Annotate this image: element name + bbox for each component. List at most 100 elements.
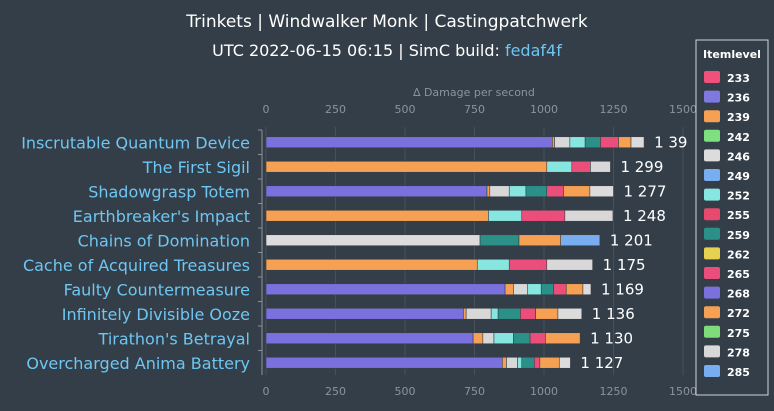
bar-segment-ilvl-246[interactable]	[558, 356, 571, 369]
bar-segment-ilvl-246[interactable]	[582, 283, 592, 296]
bar-segment-ilvl-278[interactable]	[554, 136, 571, 149]
bar-segment-ilvl-259[interactable]	[540, 283, 555, 296]
bar-segment-ilvl-252[interactable]	[493, 332, 514, 345]
legend-swatch-268[interactable]	[704, 286, 720, 299]
bar-segment-ilvl-259[interactable]	[521, 356, 535, 369]
legend-label-246[interactable]: 246	[727, 150, 750, 163]
legend-label-268[interactable]: 268	[727, 288, 750, 301]
bar-segment-ilvl-265[interactable]	[529, 332, 546, 345]
bar-segment-ilvl-272[interactable]	[552, 136, 555, 149]
bar-segment-ilvl-272[interactable]	[463, 307, 467, 320]
legend-label-255[interactable]: 255	[727, 209, 750, 222]
legend-swatch-278[interactable]	[704, 345, 720, 358]
legend-label-285[interactable]: 285	[727, 366, 750, 379]
bar-segment-ilvl-259[interactable]	[525, 185, 548, 198]
bar-segment-ilvl-239[interactable]	[565, 283, 584, 296]
bar-segment-ilvl-268[interactable]	[265, 136, 553, 149]
category-label[interactable]: Earthbreaker's Impact	[73, 207, 250, 226]
category-label[interactable]: Tirathon's Betrayal	[98, 329, 250, 348]
bar-segment-ilvl-252[interactable]	[476, 258, 510, 271]
legend-label-278[interactable]: 278	[727, 346, 750, 359]
legend-label-249[interactable]: 249	[727, 170, 750, 183]
legend-label-262[interactable]: 262	[727, 248, 750, 261]
bar-segment-ilvl-252[interactable]	[488, 209, 523, 222]
bar-segment-ilvl-272[interactable]	[486, 185, 491, 198]
bar-segment-ilvl-252[interactable]	[527, 283, 542, 296]
bar-segment-ilvl-252[interactable]	[569, 136, 586, 149]
bar-segment-ilvl-265[interactable]	[546, 185, 564, 198]
legend-swatch-272[interactable]	[704, 306, 720, 319]
bar-segment-ilvl-239[interactable]	[539, 356, 560, 369]
legend-swatch-275[interactable]	[704, 325, 720, 338]
bar-segment-ilvl-278[interactable]	[506, 356, 518, 369]
bar-segment-ilvl-259[interactable]	[584, 136, 601, 149]
category-label[interactable]: Infinitely Divisible Ooze	[62, 305, 250, 324]
legend-label-265[interactable]: 265	[727, 268, 750, 281]
bar-segment-ilvl-272[interactable]	[265, 160, 548, 173]
bar-segment-ilvl-265[interactable]	[508, 258, 548, 271]
category-label[interactable]: Chains of Domination	[78, 231, 250, 250]
bar-segment-ilvl-272[interactable]	[504, 283, 514, 296]
bar-segment-ilvl-249[interactable]	[560, 234, 601, 247]
legend-label-272[interactable]: 272	[727, 307, 750, 320]
bar-segment-ilvl-246[interactable]	[557, 307, 583, 320]
build-link[interactable]: fedaf4f	[505, 41, 562, 60]
legend-label-239[interactable]: 239	[727, 111, 750, 124]
bar-segment-ilvl-239[interactable]	[535, 307, 559, 320]
bar-segment-ilvl-265[interactable]	[571, 160, 591, 173]
bar-segment-ilvl-239[interactable]	[545, 332, 581, 345]
bar-segment-ilvl-259[interactable]	[479, 234, 520, 247]
bar-segment-ilvl-272[interactable]	[472, 332, 484, 345]
bar-segment-ilvl-259[interactable]	[513, 332, 531, 345]
bar-segment-ilvl-252[interactable]	[546, 160, 573, 173]
bar-segment-ilvl-278[interactable]	[482, 332, 495, 345]
legend-label-252[interactable]: 252	[727, 190, 750, 203]
legend-swatch-262[interactable]	[704, 247, 720, 260]
category-label[interactable]: Inscrutable Quantum Device	[21, 133, 250, 152]
bar-segment-ilvl-268[interactable]	[265, 185, 488, 198]
legend-swatch-233[interactable]	[704, 71, 720, 83]
category-label[interactable]: The First Sigil	[142, 158, 250, 177]
bar-segment-ilvl-239[interactable]	[518, 234, 561, 247]
bar-segment-ilvl-246[interactable]	[265, 234, 481, 247]
legend-swatch-259[interactable]	[704, 227, 720, 240]
bar-segment-ilvl-278[interactable]	[564, 209, 614, 222]
bar-segment-ilvl-239[interactable]	[618, 136, 632, 149]
category-label[interactable]: Cache of Acquired Treasures	[23, 256, 250, 275]
bar-segment-ilvl-278[interactable]	[513, 283, 528, 296]
legend-swatch-246[interactable]	[704, 149, 720, 162]
bar-segment-ilvl-272[interactable]	[265, 258, 478, 271]
bar-segment-ilvl-278[interactable]	[489, 185, 510, 198]
bar-segment-ilvl-265[interactable]	[533, 356, 541, 369]
legend-swatch-265[interactable]	[704, 267, 720, 279]
legend-label-242[interactable]: 242	[727, 131, 750, 144]
bar-segment-ilvl-278[interactable]	[546, 258, 593, 271]
bar-segment-ilvl-252[interactable]	[490, 307, 499, 320]
legend-label-236[interactable]: 236	[727, 92, 750, 105]
bar-segment-ilvl-246[interactable]	[630, 136, 645, 149]
legend-swatch-242[interactable]	[704, 129, 720, 142]
bar-segment-ilvl-265[interactable]	[553, 283, 567, 296]
bar-segment-ilvl-268[interactable]	[265, 307, 464, 320]
bar-segment-ilvl-268[interactable]	[265, 332, 474, 345]
legend-swatch-252[interactable]	[704, 188, 720, 201]
bar-segment-ilvl-246[interactable]	[589, 185, 614, 198]
bar-segment-ilvl-278[interactable]	[590, 160, 611, 173]
bar-segment-ilvl-265[interactable]	[521, 209, 566, 222]
legend-label-275[interactable]: 275	[727, 327, 750, 340]
legend-swatch-236[interactable]	[704, 90, 720, 103]
legend-swatch-249[interactable]	[704, 169, 720, 181]
bar-segment-ilvl-268[interactable]	[265, 356, 503, 369]
bar-segment-ilvl-259[interactable]	[497, 307, 521, 320]
bar-segment-ilvl-268[interactable]	[265, 283, 506, 296]
bar-segment-ilvl-278[interactable]	[465, 307, 492, 320]
legend-label-259[interactable]: 259	[727, 229, 750, 242]
bar-segment-ilvl-272[interactable]	[265, 209, 489, 222]
category-label[interactable]: Faulty Countermeasure	[64, 280, 250, 299]
legend-swatch-255[interactable]	[704, 208, 720, 221]
bar-segment-ilvl-272[interactable]	[501, 356, 507, 369]
bar-segment-ilvl-239[interactable]	[563, 185, 591, 198]
bar-segment-ilvl-265[interactable]	[600, 136, 619, 149]
bar-segment-ilvl-252[interactable]	[508, 185, 527, 198]
bar-segment-ilvl-252[interactable]	[517, 356, 523, 369]
